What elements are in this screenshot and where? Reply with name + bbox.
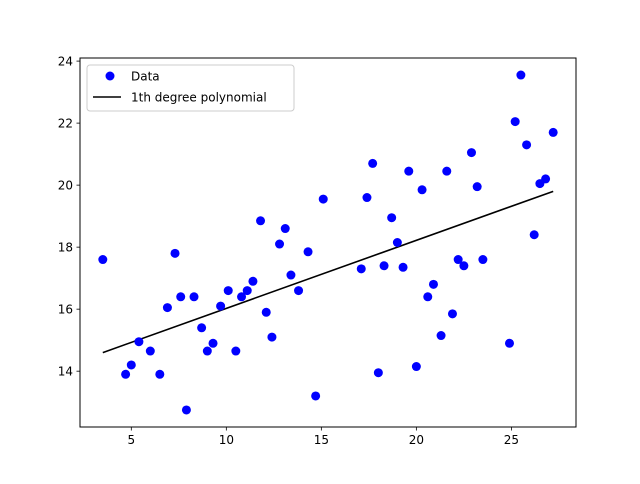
- data-point: [362, 193, 372, 203]
- data-point: [318, 194, 328, 204]
- legend: Data 1th degree polynomial: [86, 64, 295, 112]
- data-point: [404, 166, 414, 176]
- x-tick-label: 10: [219, 433, 234, 447]
- data-point: [181, 405, 191, 415]
- data-point: [197, 323, 207, 333]
- y-tick-label: 20: [58, 179, 73, 193]
- data-point: [242, 286, 252, 296]
- data-point: [126, 360, 136, 370]
- axes-frame: [79, 57, 577, 428]
- data-point: [231, 346, 241, 356]
- data-point: [356, 264, 366, 274]
- data-point: [442, 166, 452, 176]
- data-point: [478, 255, 488, 265]
- data-points-layer: [98, 70, 558, 415]
- y-tick-label: 24: [58, 55, 73, 69]
- data-point: [176, 292, 186, 302]
- data-point: [510, 117, 520, 127]
- x-axis: 5 10 15 20 25: [127, 427, 519, 447]
- data-point: [121, 369, 131, 379]
- data-point: [311, 391, 321, 401]
- data-point: [170, 248, 180, 258]
- data-point: [286, 270, 296, 280]
- data-point: [145, 346, 155, 356]
- data-point: [202, 346, 212, 356]
- data-point: [267, 332, 277, 342]
- y-tick-label: 22: [58, 117, 73, 131]
- x-tick-label: 15: [314, 433, 329, 447]
- data-point: [256, 216, 266, 226]
- data-point: [189, 292, 199, 302]
- data-point: [223, 286, 233, 296]
- data-point: [379, 261, 389, 271]
- data-point: [466, 148, 476, 158]
- data-point: [280, 224, 290, 234]
- data-point: [387, 213, 397, 223]
- fit-line: [102, 190, 554, 354]
- data-point: [453, 255, 463, 265]
- y-tick-label: 16: [58, 303, 73, 317]
- data-point: [411, 362, 421, 372]
- data-point: [303, 247, 313, 257]
- data-point: [392, 238, 402, 247]
- data-point: [398, 262, 408, 272]
- data-point: [98, 255, 108, 265]
- y-tick-label: 18: [58, 241, 73, 255]
- x-tick-label: 25: [504, 433, 519, 447]
- y-axis: 14 16 18 20 22 24: [58, 55, 80, 379]
- legend-marker-data: [105, 71, 115, 81]
- plot-area: [79, 57, 577, 428]
- data-point: [447, 309, 457, 319]
- legend-box: [86, 64, 295, 112]
- data-point: [208, 338, 218, 348]
- data-point: [504, 338, 514, 348]
- data-point: [155, 369, 165, 379]
- data-point: [248, 276, 258, 286]
- data-point: [459, 261, 469, 271]
- legend-label-data: Data: [131, 70, 160, 84]
- data-point: [541, 174, 551, 184]
- data-point: [134, 337, 144, 347]
- data-point: [548, 127, 558, 137]
- data-point: [237, 292, 247, 302]
- data-point: [472, 182, 482, 192]
- data-point: [436, 331, 446, 341]
- legend-label-fit: 1th degree polynomial: [131, 91, 267, 105]
- data-point: [275, 239, 285, 249]
- data-point: [417, 185, 427, 195]
- axes-background: [80, 58, 576, 427]
- data-point: [368, 158, 378, 168]
- data-point: [162, 303, 172, 313]
- data-point: [516, 70, 526, 80]
- data-point: [373, 368, 383, 378]
- x-tick-label: 20: [409, 433, 424, 447]
- data-point: [522, 140, 532, 150]
- data-point: [529, 230, 539, 240]
- data-point: [423, 292, 433, 302]
- x-tick-label: 5: [127, 433, 135, 447]
- fit-line-layer: [102, 190, 554, 354]
- data-point: [216, 301, 226, 311]
- y-tick-label: 14: [58, 365, 73, 379]
- data-point: [261, 307, 271, 317]
- data-point: [428, 279, 438, 289]
- data-point: [294, 286, 304, 296]
